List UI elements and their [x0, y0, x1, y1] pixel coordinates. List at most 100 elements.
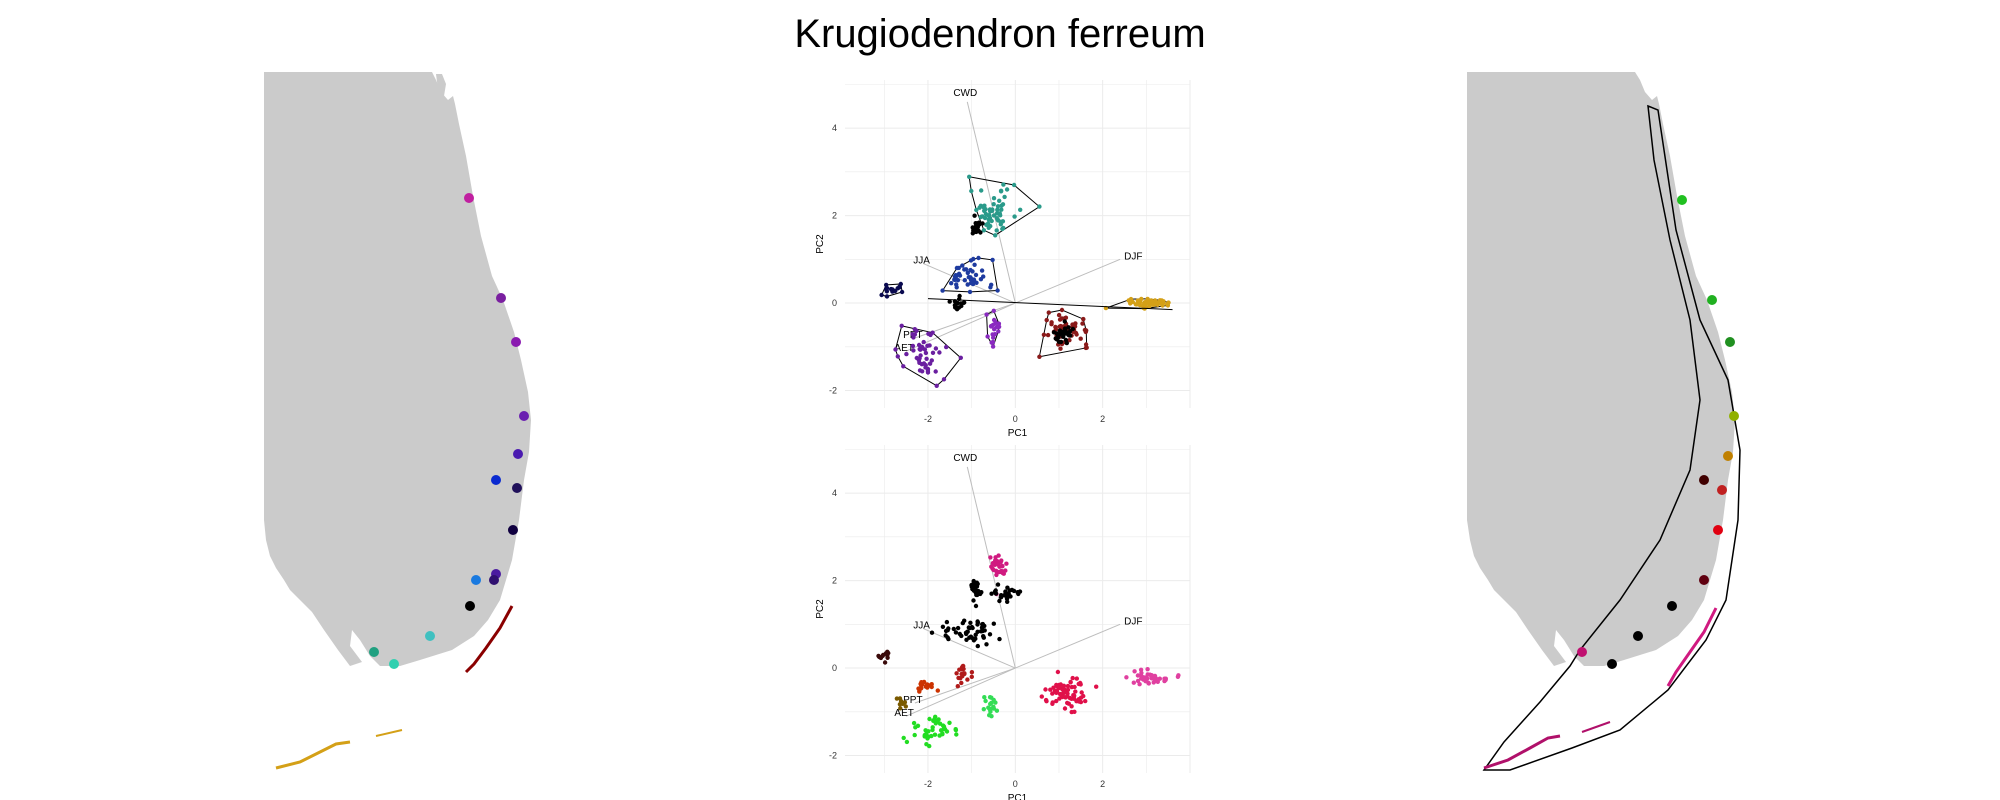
data-point [923, 684, 928, 689]
data-point [976, 255, 981, 261]
data-point [1037, 204, 1042, 209]
data-point [991, 621, 996, 626]
data-point [943, 633, 948, 638]
data-point [921, 361, 927, 366]
data-point [1070, 326, 1076, 332]
data-point [981, 634, 986, 639]
data-point [967, 289, 973, 295]
data-point [977, 205, 982, 210]
occurrence-point [471, 575, 481, 585]
data-point [995, 204, 1001, 209]
data-point [995, 582, 1001, 587]
data-point [975, 643, 980, 649]
data-point [980, 628, 985, 634]
data-point [995, 288, 1000, 293]
data-point [1048, 687, 1053, 692]
data-point [955, 684, 960, 689]
data-point [1162, 676, 1167, 681]
data-point [980, 221, 985, 226]
data-point [1135, 678, 1141, 684]
data-point [1046, 310, 1052, 315]
data-point [933, 369, 938, 374]
data-point [968, 634, 974, 639]
data-point [957, 293, 962, 299]
data-point [1004, 187, 1010, 192]
x-tick-label: 2 [1100, 779, 1105, 789]
data-point [1076, 697, 1081, 702]
loading-vector-label: JJA [913, 256, 930, 267]
figure-title: Krugiodendron ferreum [794, 12, 1206, 56]
y-tick-label: 4 [832, 488, 837, 498]
data-point [1124, 675, 1129, 680]
data-point [958, 355, 963, 360]
data-point [991, 196, 997, 201]
loading-vector-label: DJF [1124, 616, 1142, 627]
data-point [986, 217, 991, 222]
data-point [975, 622, 980, 627]
data-point [882, 660, 888, 665]
loading-vector-label: CWD [953, 453, 977, 464]
data-point [884, 282, 889, 288]
y-axis-label: PC2 [815, 234, 826, 254]
data-point [996, 329, 1001, 334]
data-point [895, 354, 900, 359]
hull-connector [927, 298, 1173, 311]
data-point [1063, 337, 1069, 343]
keys-left-mid [375, 729, 403, 737]
data-point [1145, 296, 1150, 302]
occurrence-point [1729, 411, 1739, 421]
data-point [898, 706, 903, 711]
data-point [967, 174, 972, 179]
data-point [1143, 304, 1148, 309]
data-point [1145, 667, 1150, 672]
x-tick-label: 2 [1100, 414, 1105, 424]
occurrence-point [1723, 451, 1733, 461]
data-point [1065, 683, 1071, 689]
data-point [1041, 332, 1047, 337]
data-point [1176, 673, 1181, 678]
occurrence-point [508, 525, 518, 535]
data-point [991, 202, 996, 207]
data-point [974, 280, 979, 285]
data-point [969, 674, 974, 679]
data-point [984, 642, 989, 647]
data-point [1070, 322, 1075, 327]
florida-peninsula-right [1467, 72, 1735, 666]
data-point [1039, 694, 1045, 699]
data-point [993, 588, 998, 593]
occurrence-point [465, 601, 475, 611]
data-point [947, 299, 952, 304]
data-point [991, 213, 997, 218]
data-point [1080, 321, 1085, 326]
data-point [966, 275, 971, 280]
data-point [947, 720, 952, 725]
y-axis-label: PC2 [815, 599, 826, 619]
pca-plot-bottom: -2 0 2 -2 0 2 4 PC1 PC2 CWD DJF JJA PPT AET [815, 445, 1191, 800]
occurrence-point [1699, 475, 1709, 485]
data-point [953, 274, 959, 279]
data-point [1068, 680, 1073, 685]
data-point [941, 377, 947, 382]
data-point [994, 216, 1000, 221]
data-point [974, 207, 979, 213]
data-point [927, 361, 933, 366]
data-point [1051, 330, 1057, 335]
data-point [876, 653, 881, 659]
data-point [910, 343, 916, 349]
keys-right-mid [1581, 721, 1611, 733]
y-tick-label: -2 [829, 386, 837, 396]
florida-peninsula-left [264, 72, 531, 666]
data-point [979, 625, 985, 630]
loading-vector-label: AET [894, 343, 913, 354]
data-point [1074, 676, 1080, 681]
keys-left-west [275, 740, 351, 770]
data-point [927, 343, 932, 348]
data-point [904, 739, 910, 745]
x-tick-label: 0 [1013, 414, 1018, 424]
occurrence-point [464, 193, 474, 203]
data-point [1146, 681, 1152, 686]
data-point [979, 268, 985, 273]
data-point [989, 714, 994, 719]
x-tick-label: -2 [924, 414, 932, 424]
